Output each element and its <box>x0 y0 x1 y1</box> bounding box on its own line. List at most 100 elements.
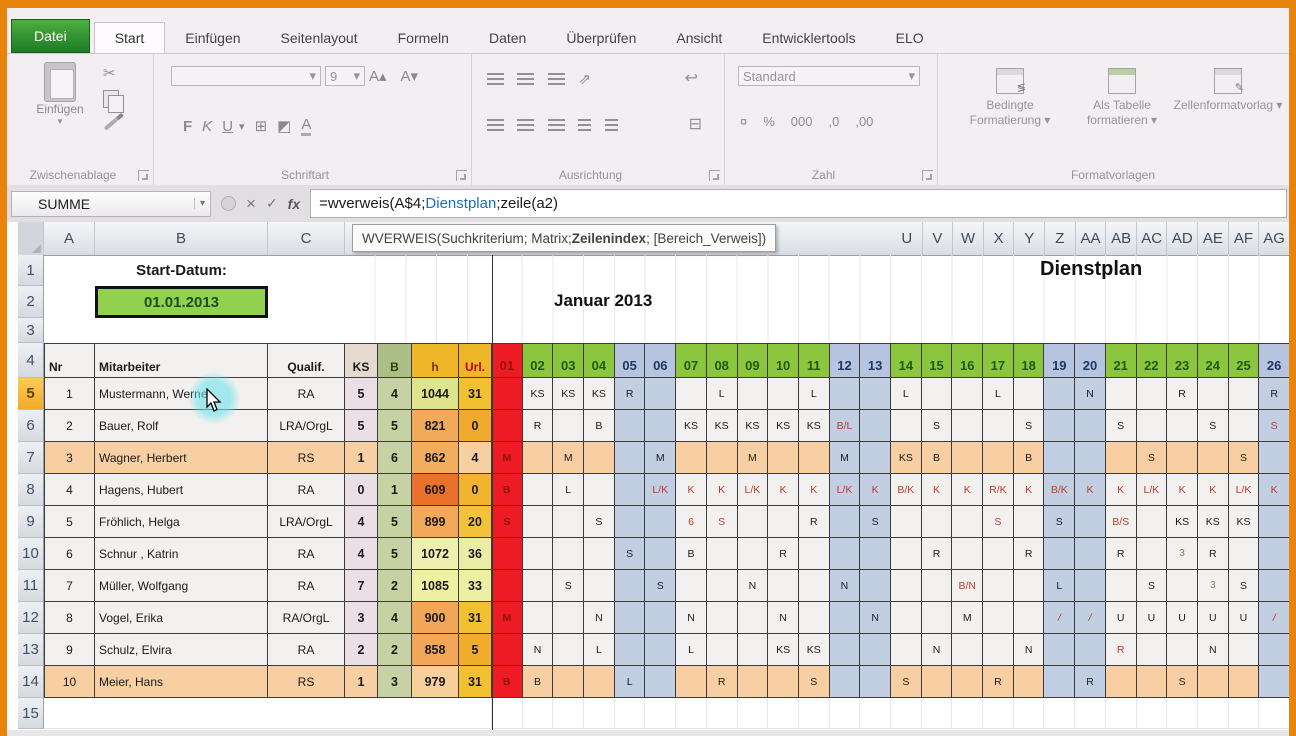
format-painter-icon[interactable] <box>103 117 119 131</box>
day-cell-24[interactable] <box>1197 442 1229 474</box>
day-cell-15[interactable] <box>921 506 953 538</box>
day-cell-08[interactable] <box>706 570 738 602</box>
select-all-corner[interactable] <box>18 222 44 255</box>
day-cell-06[interactable]: L/K <box>645 474 677 506</box>
day-cell-03[interactable] <box>553 666 585 698</box>
day-cell-08[interactable]: L <box>706 378 738 410</box>
insert-function-icon[interactable]: fx <box>287 195 301 212</box>
day-cell-15[interactable]: N <box>921 634 953 666</box>
day-header-13[interactable]: 13 <box>860 343 891 378</box>
cut-icon[interactable]: ✂ <box>103 65 116 82</box>
column-header-AG[interactable]: AG <box>1259 222 1290 255</box>
cell-b[interactable]: 4 <box>378 378 412 410</box>
cell[interactable] <box>268 286 345 318</box>
cell[interactable] <box>1197 698 1229 729</box>
increase-decimal-icon[interactable]: ,0 <box>828 114 840 129</box>
day-cell-07[interactable]: B <box>676 538 707 570</box>
day-cell-03[interactable] <box>553 634 585 666</box>
day-cell-07[interactable]: N <box>676 602 707 634</box>
day-cell-26[interactable]: K <box>1259 474 1290 506</box>
day-cell-14[interactable]: B/K <box>891 474 922 506</box>
day-cell-06[interactable] <box>645 666 677 698</box>
month-area[interactable]: Januar 2013 <box>492 286 1290 318</box>
day-cell-04[interactable]: L <box>584 634 615 666</box>
header-url[interactable]: Url. <box>459 343 492 378</box>
cell-b[interactable]: 2 <box>378 634 412 666</box>
day-cell-25[interactable]: KS <box>1228 506 1260 538</box>
day-header-12[interactable]: 12 <box>829 343 861 378</box>
day-cell-03[interactable] <box>553 602 585 634</box>
decrease-decimal-icon[interactable]: ,00 <box>855 114 874 129</box>
cell-url[interactable]: 0 <box>459 474 492 506</box>
day-cell-08[interactable]: R <box>706 666 738 698</box>
employee-name-cell[interactable]: Hagens, Hubert <box>95 474 268 506</box>
day-cell-25[interactable]: S <box>1228 570 1260 602</box>
cell-nr[interactable]: 2 <box>44 410 95 442</box>
day-cell-10[interactable] <box>768 570 799 602</box>
cell-ks[interactable]: 4 <box>345 538 378 570</box>
day-header-10[interactable]: 10 <box>768 343 799 378</box>
day-cell-04[interactable] <box>584 474 615 506</box>
day-cell-06[interactable] <box>645 506 677 538</box>
day-header-17[interactable]: 17 <box>983 343 1014 378</box>
day-cell-21[interactable]: K <box>1105 474 1137 506</box>
column-header-AC[interactable]: AC <box>1137 222 1168 255</box>
day-cell-19[interactable] <box>1044 538 1076 570</box>
day-cell-16[interactable] <box>952 410 984 442</box>
day-cell-09[interactable] <box>737 506 769 538</box>
day-cell-06[interactable]: S <box>645 570 677 602</box>
bold-button[interactable]: F <box>183 117 193 135</box>
day-cell-15[interactable]: B <box>921 442 953 474</box>
day-cell-03[interactable]: KS <box>553 378 585 410</box>
shrink-font-button[interactable]: A▾ <box>400 68 419 85</box>
day-cell-10[interactable]: N <box>768 602 799 634</box>
day-cell-01[interactable] <box>492 378 523 410</box>
cell-h[interactable]: 1085 <box>412 570 459 602</box>
decrease-indent-icon[interactable] <box>578 118 592 131</box>
day-cell-05[interactable]: R <box>614 378 646 410</box>
day-cell-08[interactable] <box>706 538 738 570</box>
day-cell-02[interactable]: R <box>522 410 554 442</box>
day-cell-08[interactable]: KS <box>706 410 738 442</box>
day-cell-26[interactable] <box>1259 538 1290 570</box>
day-cell-11[interactable] <box>798 538 830 570</box>
day-cell-09[interactable] <box>737 666 769 698</box>
cell-url[interactable]: 20 <box>459 506 492 538</box>
day-cell-18[interactable]: N <box>1013 634 1045 666</box>
cell-qualif[interactable]: RA/OrgL <box>268 602 345 634</box>
formula-input[interactable]: =wverweis(A$4; Dienstplan ;zeile(a2) <box>310 189 1287 218</box>
cell[interactable] <box>676 698 707 729</box>
day-cell-11[interactable]: KS <box>798 634 830 666</box>
day-cell-19[interactable]: B/K <box>1044 474 1076 506</box>
day-cell-11[interactable] <box>798 442 830 474</box>
day-cell-12[interactable] <box>829 666 861 698</box>
enter-icon[interactable]: ✓ <box>265 195 278 211</box>
day-cell-26[interactable]: / <box>1259 602 1290 634</box>
cell-h[interactable]: 1072 <box>412 538 459 570</box>
day-cell-22[interactable] <box>1136 634 1168 666</box>
row-header-5[interactable]: 5 <box>18 378 44 410</box>
day-cell-09[interactable] <box>737 378 769 410</box>
day-cell-20[interactable] <box>1075 506 1106 538</box>
cell-h[interactable]: 821 <box>412 410 459 442</box>
day-cell-21[interactable]: U <box>1105 602 1137 634</box>
font-size-select[interactable]: 9 ▾ <box>325 66 365 86</box>
cell[interactable] <box>706 698 738 729</box>
day-cell-23[interactable] <box>1167 570 1198 602</box>
cell-nr[interactable]: 3 <box>44 442 95 474</box>
day-cell-23[interactable]: R <box>1167 378 1198 410</box>
cell-ks[interactable]: 2 <box>345 634 378 666</box>
day-cell-25[interactable] <box>1228 538 1260 570</box>
day-cell-18[interactable] <box>1013 602 1045 634</box>
header-mitarbeiter[interactable]: Mitarbeiter <box>95 343 268 378</box>
day-cell-15[interactable] <box>921 378 953 410</box>
row-header-7[interactable]: 7 <box>18 442 44 474</box>
column-header-AF[interactable]: AF <box>1229 222 1260 255</box>
cell[interactable] <box>268 255 345 286</box>
day-cell-12[interactable] <box>829 506 861 538</box>
day-cell-07[interactable] <box>676 570 707 602</box>
tab-start[interactable]: Start <box>93 22 166 53</box>
cell[interactable] <box>768 698 799 729</box>
day-cell-13[interactable]: N <box>860 602 891 634</box>
day-cell-14[interactable]: KS <box>891 442 922 474</box>
